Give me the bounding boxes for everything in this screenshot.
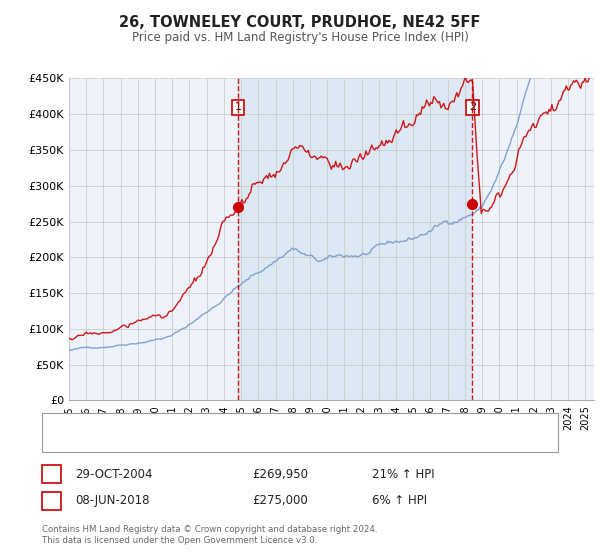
Text: 1: 1 (48, 468, 55, 481)
Text: 29-OCT-2004: 29-OCT-2004 (75, 468, 152, 481)
Text: HPI: Average price, detached house, Northumberland: HPI: Average price, detached house, Nort… (99, 436, 377, 446)
Text: 1: 1 (235, 102, 242, 113)
Text: Contains HM Land Registry data © Crown copyright and database right 2024.
This d: Contains HM Land Registry data © Crown c… (42, 525, 377, 545)
Text: 26, TOWNELEY COURT, PRUDHOE, NE42 5FF: 26, TOWNELEY COURT, PRUDHOE, NE42 5FF (119, 15, 481, 30)
Text: £269,950: £269,950 (252, 468, 308, 481)
Text: 08-JUN-2018: 08-JUN-2018 (75, 494, 149, 507)
Text: 26, TOWNELEY COURT, PRUDHOE, NE42 5FF (detached house): 26, TOWNELEY COURT, PRUDHOE, NE42 5FF (d… (99, 419, 424, 430)
Text: 6% ↑ HPI: 6% ↑ HPI (372, 494, 427, 507)
Text: 2: 2 (48, 494, 55, 507)
Text: Price paid vs. HM Land Registry's House Price Index (HPI): Price paid vs. HM Land Registry's House … (131, 31, 469, 44)
Text: £275,000: £275,000 (252, 494, 308, 507)
Text: 21% ↑ HPI: 21% ↑ HPI (372, 468, 434, 481)
Text: 2: 2 (469, 102, 476, 113)
Bar (238, 78, 472, 400)
